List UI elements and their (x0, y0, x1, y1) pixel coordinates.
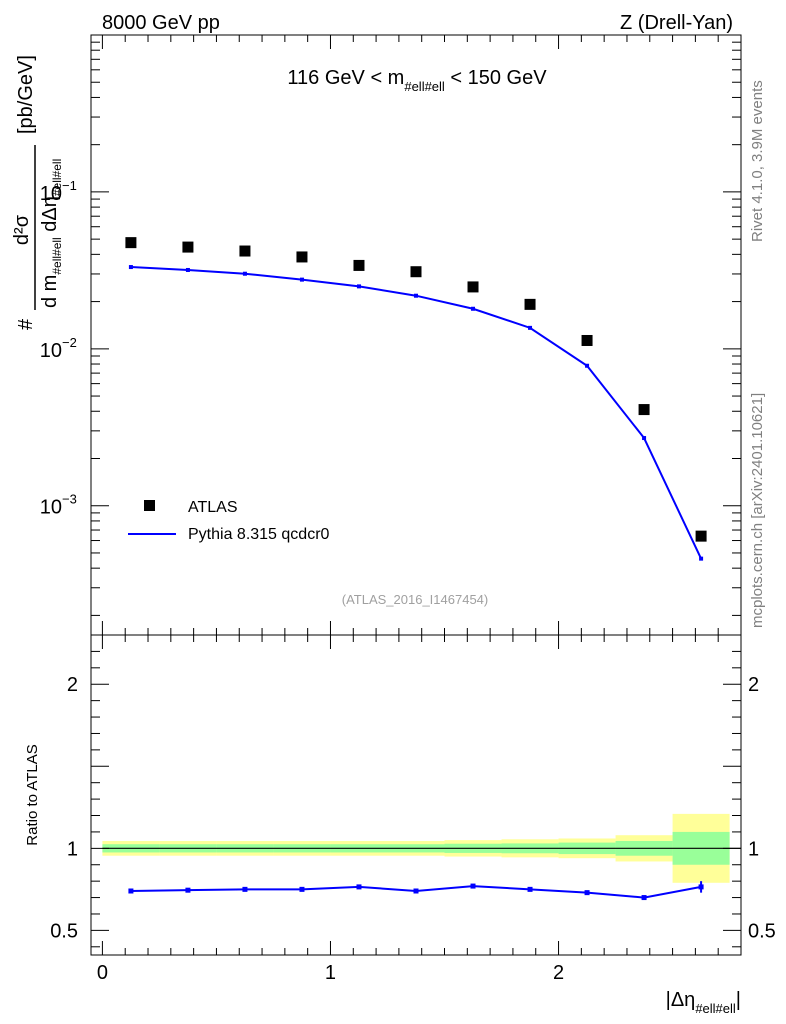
pythia-ratio-point (413, 888, 419, 894)
y-tick-exponent: −2 (62, 335, 77, 350)
pythia-point (299, 277, 304, 282)
ratio-tick-label-right: 2 (748, 674, 759, 696)
pythia-point (356, 284, 361, 289)
main-panel-frame (90, 34, 742, 636)
pythia-ratio-point (185, 887, 191, 893)
atlas-point (239, 245, 251, 257)
pythia-point (642, 436, 647, 441)
y-label-denominator: d m#ell#ell dΔη#ell#ell (39, 159, 64, 308)
y-tick-label: 10 (40, 497, 62, 519)
y-label-hash: # (15, 318, 37, 330)
pythia-point (699, 556, 704, 561)
analysis-label: (ATLAS_2016_I1467454) (342, 592, 488, 607)
ratio-panel-frame (90, 634, 742, 956)
atlas-point (581, 334, 593, 346)
y-tick-label: 10 (40, 183, 62, 205)
pythia-ratio-point (641, 895, 647, 901)
pythia-point (528, 325, 533, 330)
pythia-ratio-point (299, 886, 305, 892)
rivet-version-label: Rivet 4.1.0, 3.9M events (749, 80, 766, 242)
pythia-ratio-point (698, 884, 704, 890)
pythia-ratio-point (356, 884, 362, 890)
x-tick-label: 1 (325, 962, 336, 984)
legend-label-pythia: Pythia 8.315 qcdcr0 (188, 526, 330, 543)
ratio-tick-label-left: 0.5 (50, 920, 78, 942)
atlas-point (353, 259, 365, 271)
y-tick-label: 10 (40, 340, 62, 362)
pythia-point (585, 363, 590, 368)
main-axes-layer: 10−110−210−3 (40, 34, 741, 635)
pythia-ratio-point (242, 886, 248, 892)
y-tick-exponent: −3 (62, 492, 77, 507)
pythia-ratio-point (128, 888, 134, 894)
main-panel: 10−110−210−3 116 GeV < m#ell#ell < 150 G… (11, 34, 742, 636)
ratio-y-label: Ratio to ATLAS (24, 744, 41, 845)
y-axis-label: # d²σ d m#ell#ell dΔη#ell#ell [pb/GeV] (11, 55, 64, 330)
pythia-point (242, 271, 247, 276)
plot-title: 116 GeV < m#ell#ell < 150 GeV (287, 67, 547, 94)
pythia-ratio-point (584, 890, 590, 896)
x-tick-label: 0 (97, 962, 108, 984)
main-series-layer (125, 237, 707, 561)
ratio-tick-label-right: 0.5 (748, 920, 776, 942)
y-label-unit: [pb/GeV] (15, 55, 37, 134)
ratio-series-layer (128, 881, 704, 901)
header-right: Z (Drell-Yan) (620, 12, 733, 34)
atlas-point (695, 530, 707, 542)
atlas-point (524, 298, 536, 310)
ratio-panel: 0.5 0.5 1 1 2 2 Ratio to ATLAS 0 1 2 |Δη#ell#el… (24, 634, 776, 1016)
atlas-point (638, 404, 650, 416)
x-axis-label: |Δη#ell#ell| (666, 989, 741, 1016)
legend: ATLAS Pythia 8.315 qcdcr0 (128, 499, 330, 543)
y-tick-exponent: −1 (62, 178, 77, 193)
pythia-point (128, 265, 133, 270)
pythia-point (185, 267, 190, 272)
y-label-numerator: d²σ (11, 214, 33, 245)
ratio-tick-label-left: 2 (67, 674, 78, 696)
pythia-point (471, 306, 476, 311)
ratio-tick-label-right: 1 (748, 838, 759, 860)
ratio-tick-label-left: 1 (67, 838, 78, 860)
atlas-point (467, 281, 479, 293)
ratio-bands-layer (102, 813, 741, 883)
atlas-point (125, 237, 137, 249)
x-ticklabels-layer: 0 1 2 (97, 962, 564, 984)
atlas-point (296, 251, 308, 263)
pythia-ratio-point (470, 883, 476, 889)
atlas-point (182, 241, 194, 253)
pythia-point (414, 293, 418, 298)
x-tick-label: 2 (553, 962, 564, 984)
atlas-point (410, 266, 422, 278)
mcplots-url-label: mcplots.cern.ch [arXiv:2401.10621] (749, 393, 766, 628)
ratio-axes-layer: 0.5 0.5 1 1 2 2 (50, 634, 776, 955)
legend-label-atlas: ATLAS (188, 499, 238, 516)
header-left: 8000 GeV pp (102, 12, 220, 34)
pythia-ratio-point (527, 886, 533, 892)
legend-marker-atlas (144, 500, 155, 511)
